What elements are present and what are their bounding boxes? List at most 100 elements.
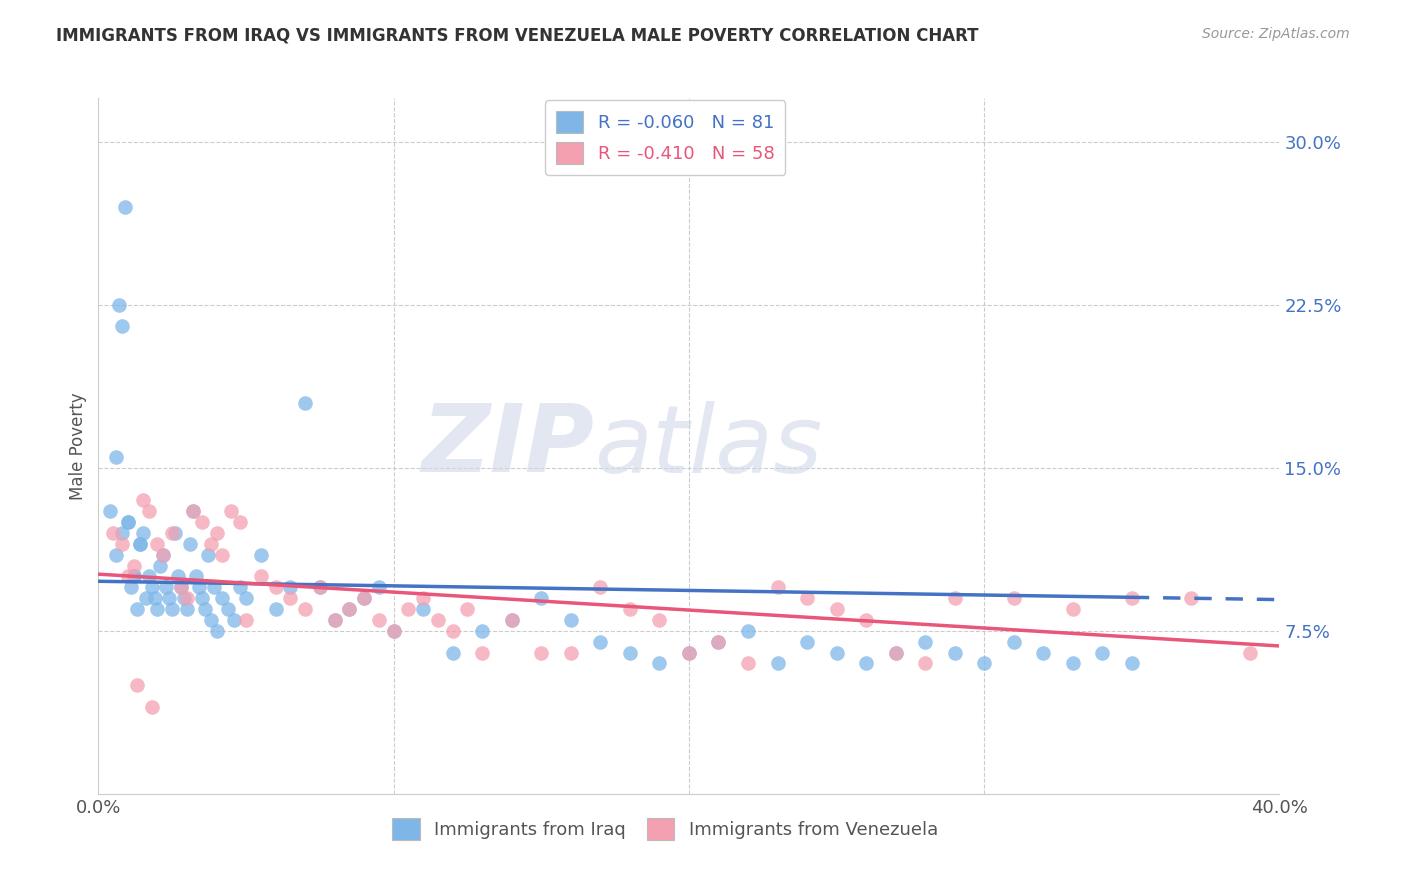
Point <box>796 591 818 606</box>
Point <box>162 602 183 616</box>
Point <box>191 591 214 606</box>
Point <box>125 602 148 616</box>
Point <box>530 646 553 660</box>
Point <box>589 634 612 648</box>
Point <box>457 602 479 616</box>
Point <box>884 646 907 660</box>
Point <box>221 504 243 518</box>
Point <box>122 569 145 583</box>
Point <box>264 602 287 616</box>
Point <box>146 537 169 551</box>
Y-axis label: Male Poverty: Male Poverty <box>69 392 87 500</box>
Point <box>648 613 671 627</box>
Point <box>471 624 494 638</box>
Point <box>155 580 177 594</box>
Point <box>205 624 228 638</box>
Point <box>197 548 219 562</box>
Point <box>173 591 195 606</box>
Point <box>184 569 207 583</box>
Point <box>280 591 302 606</box>
Point <box>914 657 936 671</box>
Point <box>141 580 163 594</box>
Point <box>412 591 434 606</box>
Point <box>132 493 155 508</box>
Point <box>766 580 789 594</box>
Point <box>202 580 225 594</box>
Point <box>200 613 222 627</box>
Point <box>235 613 257 627</box>
Point <box>353 591 375 606</box>
Point <box>855 613 877 627</box>
Point <box>157 591 180 606</box>
Point <box>1121 591 1143 606</box>
Point <box>152 548 174 562</box>
Point <box>217 602 239 616</box>
Point <box>1062 657 1084 671</box>
Point <box>309 580 332 594</box>
Point <box>766 657 789 671</box>
Point <box>111 526 134 541</box>
Point <box>884 646 907 660</box>
Point <box>427 613 450 627</box>
Point <box>205 526 228 541</box>
Point <box>181 504 204 518</box>
Point <box>200 537 222 551</box>
Point <box>111 319 134 334</box>
Point <box>117 515 139 529</box>
Point <box>339 602 361 616</box>
Point <box>530 591 553 606</box>
Point <box>1239 646 1261 660</box>
Point <box>280 580 302 594</box>
Legend: Immigrants from Iraq, Immigrants from Venezuela: Immigrants from Iraq, Immigrants from Ve… <box>385 811 945 847</box>
Point <box>1121 657 1143 671</box>
Point <box>211 591 233 606</box>
Point <box>825 646 848 660</box>
Point <box>152 548 174 562</box>
Point <box>120 580 142 594</box>
Point <box>170 580 193 594</box>
Point <box>353 591 375 606</box>
Point <box>737 624 759 638</box>
Point <box>250 569 273 583</box>
Point <box>250 548 273 562</box>
Point <box>294 602 316 616</box>
Point <box>181 504 204 518</box>
Point <box>707 634 730 648</box>
Point <box>194 602 217 616</box>
Point <box>619 602 641 616</box>
Text: ZIP: ZIP <box>422 400 595 492</box>
Point <box>382 624 405 638</box>
Point <box>132 526 155 541</box>
Text: IMMIGRANTS FROM IRAQ VS IMMIGRANTS FROM VENEZUELA MALE POVERTY CORRELATION CHART: IMMIGRANTS FROM IRAQ VS IMMIGRANTS FROM … <box>56 27 979 45</box>
Point <box>914 634 936 648</box>
Point <box>973 657 995 671</box>
Point <box>943 646 966 660</box>
Point <box>191 515 214 529</box>
Point <box>339 602 361 616</box>
Point <box>176 602 198 616</box>
Point <box>141 699 163 714</box>
Point <box>441 624 464 638</box>
Point <box>108 298 131 312</box>
Text: atlas: atlas <box>595 401 823 491</box>
Point <box>501 613 523 627</box>
Point <box>368 580 391 594</box>
Point <box>114 200 136 214</box>
Point <box>187 580 209 594</box>
Point <box>125 678 148 692</box>
Point <box>294 395 316 409</box>
Point <box>149 558 172 573</box>
Point <box>323 613 346 627</box>
Point <box>229 515 252 529</box>
Point <box>264 580 287 594</box>
Point <box>796 634 818 648</box>
Point <box>398 602 420 616</box>
Point <box>501 613 523 627</box>
Point <box>678 646 700 660</box>
Point <box>382 624 405 638</box>
Point <box>162 526 183 541</box>
Point <box>122 569 145 583</box>
Point <box>323 613 346 627</box>
Point <box>117 515 139 529</box>
Point <box>1180 591 1202 606</box>
